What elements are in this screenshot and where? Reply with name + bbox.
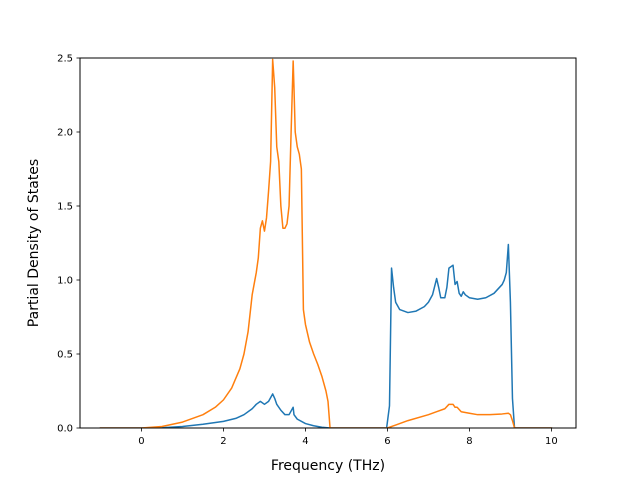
x-axis-ticks: 0 2 4 6 8 10	[138, 428, 558, 447]
y-tick-label: 1.0	[57, 276, 73, 287]
y-tick-label: 0.5	[57, 350, 73, 361]
x-tick-label: 8	[466, 436, 472, 447]
y-tick-label: 1.5	[57, 202, 73, 213]
plot-frame	[79, 57, 577, 429]
x-axis-label: Frequency (THz)	[271, 458, 385, 474]
y-tick-label: 2.0	[57, 128, 73, 139]
y-axis-ticks: 0.0 0.5 1.0 1.5 2.0 2.5	[57, 54, 80, 435]
x-tick-label: 0	[138, 436, 144, 447]
y-axis-label: Partial Density of States	[26, 159, 42, 327]
series-layer	[99, 58, 553, 428]
plot-area	[79, 57, 577, 429]
x-tick-label: 6	[384, 436, 390, 447]
y-tick-label: 2.5	[57, 54, 73, 65]
series-line-2	[99, 58, 553, 428]
x-tick-label: 10	[545, 436, 558, 447]
series-line-1	[99, 243, 553, 428]
x-tick-label: 4	[302, 436, 308, 447]
x-tick-label: 2	[220, 436, 226, 447]
y-tick-label: 0.0	[57, 424, 73, 435]
